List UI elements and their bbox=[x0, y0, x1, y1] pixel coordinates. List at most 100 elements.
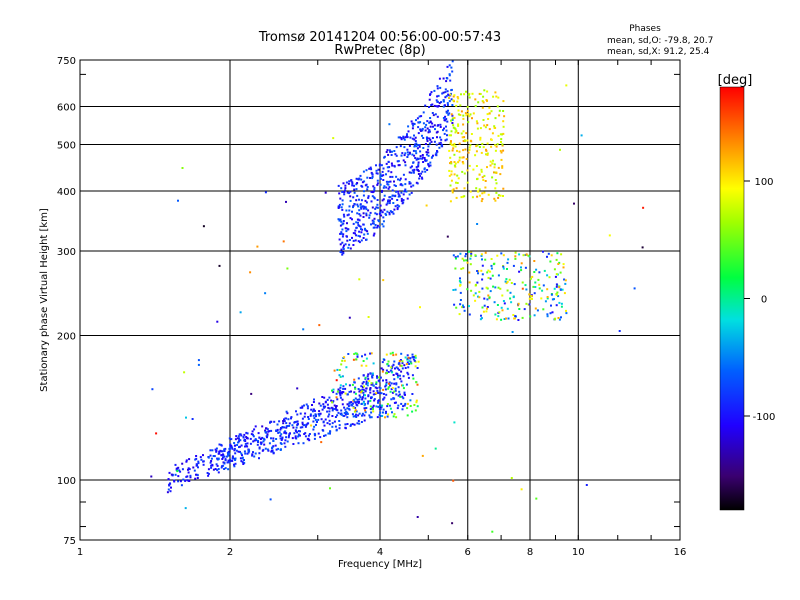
data-point bbox=[395, 416, 398, 419]
data-point bbox=[195, 463, 198, 466]
noise-point bbox=[426, 140, 429, 142]
data-point bbox=[454, 131, 457, 134]
data-point bbox=[445, 95, 448, 98]
data-point bbox=[189, 476, 192, 479]
data-point bbox=[352, 206, 354, 209]
data-point bbox=[462, 267, 465, 270]
data-point bbox=[463, 172, 466, 175]
data-point bbox=[415, 401, 418, 404]
data-point bbox=[509, 297, 512, 300]
data-point bbox=[406, 151, 409, 154]
data-point bbox=[503, 302, 506, 305]
data-point bbox=[484, 258, 487, 261]
data-point bbox=[365, 212, 368, 215]
data-point bbox=[482, 95, 485, 98]
data-point bbox=[450, 113, 453, 116]
data-point bbox=[492, 95, 495, 98]
data-point bbox=[342, 414, 345, 417]
data-point bbox=[493, 166, 496, 169]
data-point bbox=[245, 431, 248, 434]
data-point bbox=[341, 391, 344, 393]
data-point bbox=[382, 198, 385, 201]
data-point bbox=[322, 429, 325, 432]
data-point bbox=[216, 464, 219, 467]
data-point bbox=[421, 154, 424, 156]
data-point bbox=[461, 257, 464, 260]
data-point bbox=[348, 390, 351, 393]
data-point bbox=[286, 440, 289, 443]
data-point bbox=[372, 408, 374, 411]
data-point bbox=[424, 158, 427, 161]
data-point bbox=[455, 104, 458, 107]
data-point bbox=[387, 371, 390, 373]
data-point bbox=[401, 408, 404, 411]
data-point bbox=[474, 254, 477, 257]
data-point bbox=[266, 433, 269, 436]
data-point bbox=[395, 190, 398, 193]
data-point bbox=[550, 254, 553, 257]
data-point bbox=[349, 217, 352, 220]
data-point bbox=[456, 182, 459, 184]
data-point bbox=[394, 205, 397, 208]
data-point bbox=[254, 452, 257, 455]
data-point bbox=[397, 192, 400, 195]
data-point bbox=[449, 79, 452, 82]
data-point bbox=[207, 456, 210, 459]
data-point bbox=[346, 411, 349, 414]
data-point bbox=[500, 141, 502, 143]
data-point bbox=[375, 381, 378, 384]
data-point bbox=[463, 309, 466, 312]
data-point bbox=[414, 140, 417, 143]
noise-point bbox=[241, 457, 244, 460]
data-point bbox=[288, 424, 291, 427]
data-point bbox=[314, 418, 317, 421]
data-point bbox=[453, 161, 456, 163]
data-point bbox=[475, 120, 478, 123]
data-point bbox=[466, 181, 469, 184]
data-point bbox=[450, 130, 453, 133]
data-point bbox=[457, 177, 460, 180]
data-point bbox=[433, 104, 436, 107]
noise-point bbox=[296, 387, 299, 390]
data-point bbox=[402, 137, 405, 140]
data-point bbox=[395, 146, 398, 149]
data-point bbox=[450, 140, 452, 143]
data-point bbox=[361, 382, 364, 385]
data-point bbox=[556, 291, 559, 294]
data-point bbox=[323, 406, 326, 409]
data-point bbox=[312, 420, 315, 423]
data-point bbox=[487, 294, 490, 297]
data-point bbox=[486, 287, 489, 290]
data-point bbox=[389, 407, 392, 410]
data-point bbox=[501, 133, 503, 136]
data-point bbox=[475, 283, 477, 286]
noise-point bbox=[320, 441, 323, 444]
data-point bbox=[371, 175, 374, 178]
data-point bbox=[402, 135, 405, 138]
data-point bbox=[444, 139, 447, 142]
data-point bbox=[536, 309, 539, 312]
data-point bbox=[391, 150, 393, 153]
data-point bbox=[382, 368, 385, 371]
data-point bbox=[343, 244, 345, 247]
data-point bbox=[460, 93, 462, 96]
data-point bbox=[287, 436, 290, 439]
data-point bbox=[336, 414, 339, 417]
data-point bbox=[364, 353, 367, 356]
data-point bbox=[306, 407, 309, 410]
data-point bbox=[383, 208, 386, 211]
data-point bbox=[371, 191, 374, 194]
data-point bbox=[419, 121, 422, 124]
data-point bbox=[371, 206, 374, 209]
data-point bbox=[332, 388, 335, 391]
data-point bbox=[375, 213, 378, 216]
data-point bbox=[408, 151, 411, 154]
data-point bbox=[409, 136, 412, 139]
data-point bbox=[344, 187, 347, 190]
data-point bbox=[223, 450, 226, 452]
data-point bbox=[399, 145, 402, 148]
data-point bbox=[396, 199, 399, 201]
data-point bbox=[395, 175, 398, 178]
data-point bbox=[341, 403, 344, 406]
data-point bbox=[485, 310, 488, 313]
